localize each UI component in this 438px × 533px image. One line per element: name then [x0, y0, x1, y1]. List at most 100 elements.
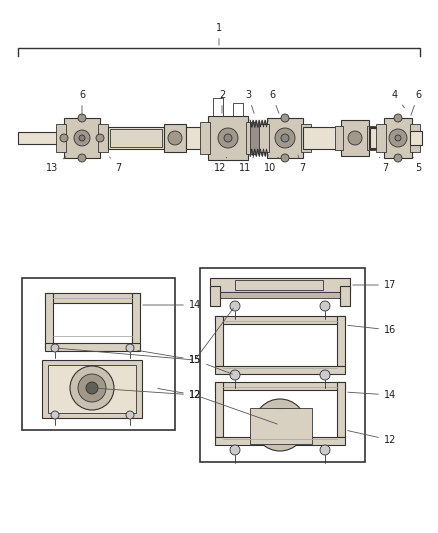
Text: 5: 5	[413, 158, 421, 173]
Circle shape	[168, 131, 182, 145]
Bar	[42, 360, 142, 418]
Bar	[370, 128, 398, 148]
Bar	[410, 124, 420, 152]
Circle shape	[78, 114, 86, 122]
Text: 7: 7	[379, 157, 388, 173]
Text: 12: 12	[214, 157, 226, 173]
Circle shape	[70, 366, 114, 410]
Circle shape	[403, 135, 409, 141]
Bar	[246, 122, 256, 154]
Circle shape	[264, 409, 296, 441]
Bar	[56, 124, 66, 152]
Text: 6: 6	[411, 90, 421, 115]
Circle shape	[230, 370, 240, 380]
Circle shape	[230, 445, 240, 455]
Bar	[376, 124, 386, 152]
Text: 14: 14	[348, 390, 396, 400]
Circle shape	[254, 399, 306, 451]
Bar	[215, 437, 345, 445]
Circle shape	[394, 154, 402, 162]
Bar	[186, 127, 216, 149]
Bar	[210, 278, 350, 292]
Bar	[215, 316, 345, 324]
Text: 15: 15	[138, 351, 201, 365]
Bar	[267, 118, 303, 158]
Bar	[132, 293, 140, 348]
Text: 16: 16	[348, 325, 396, 335]
Circle shape	[275, 128, 295, 148]
Circle shape	[399, 131, 413, 145]
Bar	[208, 116, 248, 160]
Circle shape	[320, 445, 330, 455]
Circle shape	[273, 418, 287, 432]
Bar	[341, 120, 369, 156]
Text: 14: 14	[143, 300, 201, 310]
Bar	[235, 280, 323, 290]
Bar	[337, 316, 345, 366]
Bar	[210, 286, 220, 306]
Circle shape	[348, 131, 362, 145]
Text: 17: 17	[353, 280, 396, 290]
Text: 6: 6	[269, 90, 279, 114]
Bar	[215, 382, 223, 437]
Bar	[210, 292, 350, 298]
Bar	[215, 382, 345, 390]
Circle shape	[218, 128, 238, 148]
Circle shape	[60, 134, 68, 142]
Text: 7: 7	[298, 155, 305, 173]
Text: 12: 12	[95, 388, 201, 400]
Circle shape	[74, 130, 90, 146]
Text: 11: 11	[239, 157, 253, 173]
Circle shape	[320, 301, 330, 311]
Circle shape	[320, 370, 330, 380]
Bar	[45, 293, 140, 303]
Text: 13: 13	[46, 157, 66, 173]
Text: 7: 7	[110, 157, 121, 173]
Circle shape	[126, 344, 134, 352]
Bar	[340, 286, 350, 306]
Circle shape	[126, 411, 134, 419]
Bar	[45, 293, 53, 348]
Text: 3: 3	[245, 90, 254, 114]
Bar	[410, 131, 422, 145]
Bar	[45, 343, 140, 351]
Circle shape	[51, 411, 59, 419]
Circle shape	[281, 154, 289, 162]
Text: 2: 2	[219, 90, 225, 113]
Bar	[64, 118, 100, 158]
Bar	[335, 126, 343, 150]
Text: 6: 6	[79, 90, 85, 115]
Circle shape	[230, 301, 240, 311]
Bar	[215, 316, 223, 366]
Bar	[164, 124, 186, 152]
Bar	[18, 132, 60, 144]
Circle shape	[281, 114, 289, 122]
Bar	[337, 382, 345, 437]
Circle shape	[96, 134, 104, 142]
Bar	[301, 124, 311, 152]
Bar	[110, 129, 162, 147]
Bar	[369, 127, 397, 149]
Text: 10: 10	[264, 157, 278, 173]
Circle shape	[86, 382, 98, 394]
Text: 1: 1	[216, 23, 222, 45]
Bar	[98, 124, 108, 152]
Circle shape	[395, 135, 401, 141]
Circle shape	[78, 374, 106, 402]
Bar	[384, 118, 412, 158]
Text: 15: 15	[189, 355, 233, 374]
Circle shape	[78, 154, 86, 162]
Text: 12: 12	[348, 431, 396, 445]
Circle shape	[394, 114, 402, 122]
Bar	[215, 366, 345, 374]
Circle shape	[51, 344, 59, 352]
Text: 12: 12	[158, 389, 201, 400]
Circle shape	[224, 134, 232, 142]
Bar	[367, 126, 375, 150]
Bar	[22, 278, 175, 430]
Circle shape	[281, 134, 289, 142]
Circle shape	[79, 135, 85, 141]
Bar	[303, 127, 347, 149]
Bar	[200, 268, 365, 462]
Bar	[250, 408, 312, 444]
